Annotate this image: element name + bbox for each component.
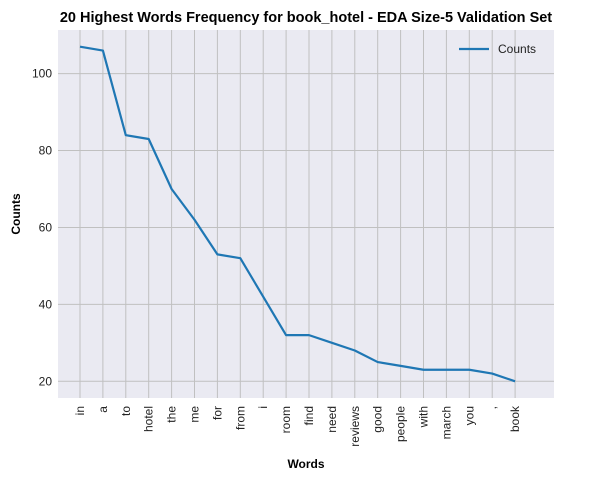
y-tick-label: 80 [39,144,53,158]
x-tick-label: with [417,406,431,428]
x-axis-label: Words [287,457,324,471]
x-tick-label: i [256,406,270,409]
x-tick-label: a [96,406,110,413]
y-tick-label: 100 [32,67,52,81]
x-tick-label: you [462,406,476,425]
y-axis-label: Counts [9,193,23,235]
x-tick-label: book [508,405,522,432]
x-tick-label: me [188,406,202,423]
plot-area [58,30,554,398]
x-tick-label: from [233,406,247,430]
legend-label: Counts [498,42,536,56]
x-tick-label: room [279,406,293,433]
x-tick-label: good [371,406,385,433]
legend: Counts [459,42,536,56]
x-tick-label: march [439,406,453,439]
series-line-counts [79,45,516,383]
x-tick-label: , [485,406,499,409]
x-tick-label: reviews [348,406,362,447]
x-tick-label: hotel [142,406,156,432]
x-gridlines [79,30,516,398]
x-tick-label: need [325,406,339,433]
x-tick-label: to [119,406,133,416]
y-tick-labels: 20 40 60 80 100 [32,67,52,389]
y-tick-label: 60 [39,220,53,234]
chart-title: 20 Highest Words Frequency for book_hote… [60,10,552,26]
y-gridlines [58,73,554,382]
x-tick-label: in [73,406,87,415]
x-tick-label: find [302,406,316,425]
y-tick-label: 20 [39,374,53,388]
x-tick-label: people [394,406,408,442]
y-tick-label: 40 [39,297,53,311]
x-tick-label: for [210,406,224,420]
x-tick-label: the [165,406,179,423]
x-tick-labels: in a to hotel the me for from i room find need revie… [73,405,522,447]
